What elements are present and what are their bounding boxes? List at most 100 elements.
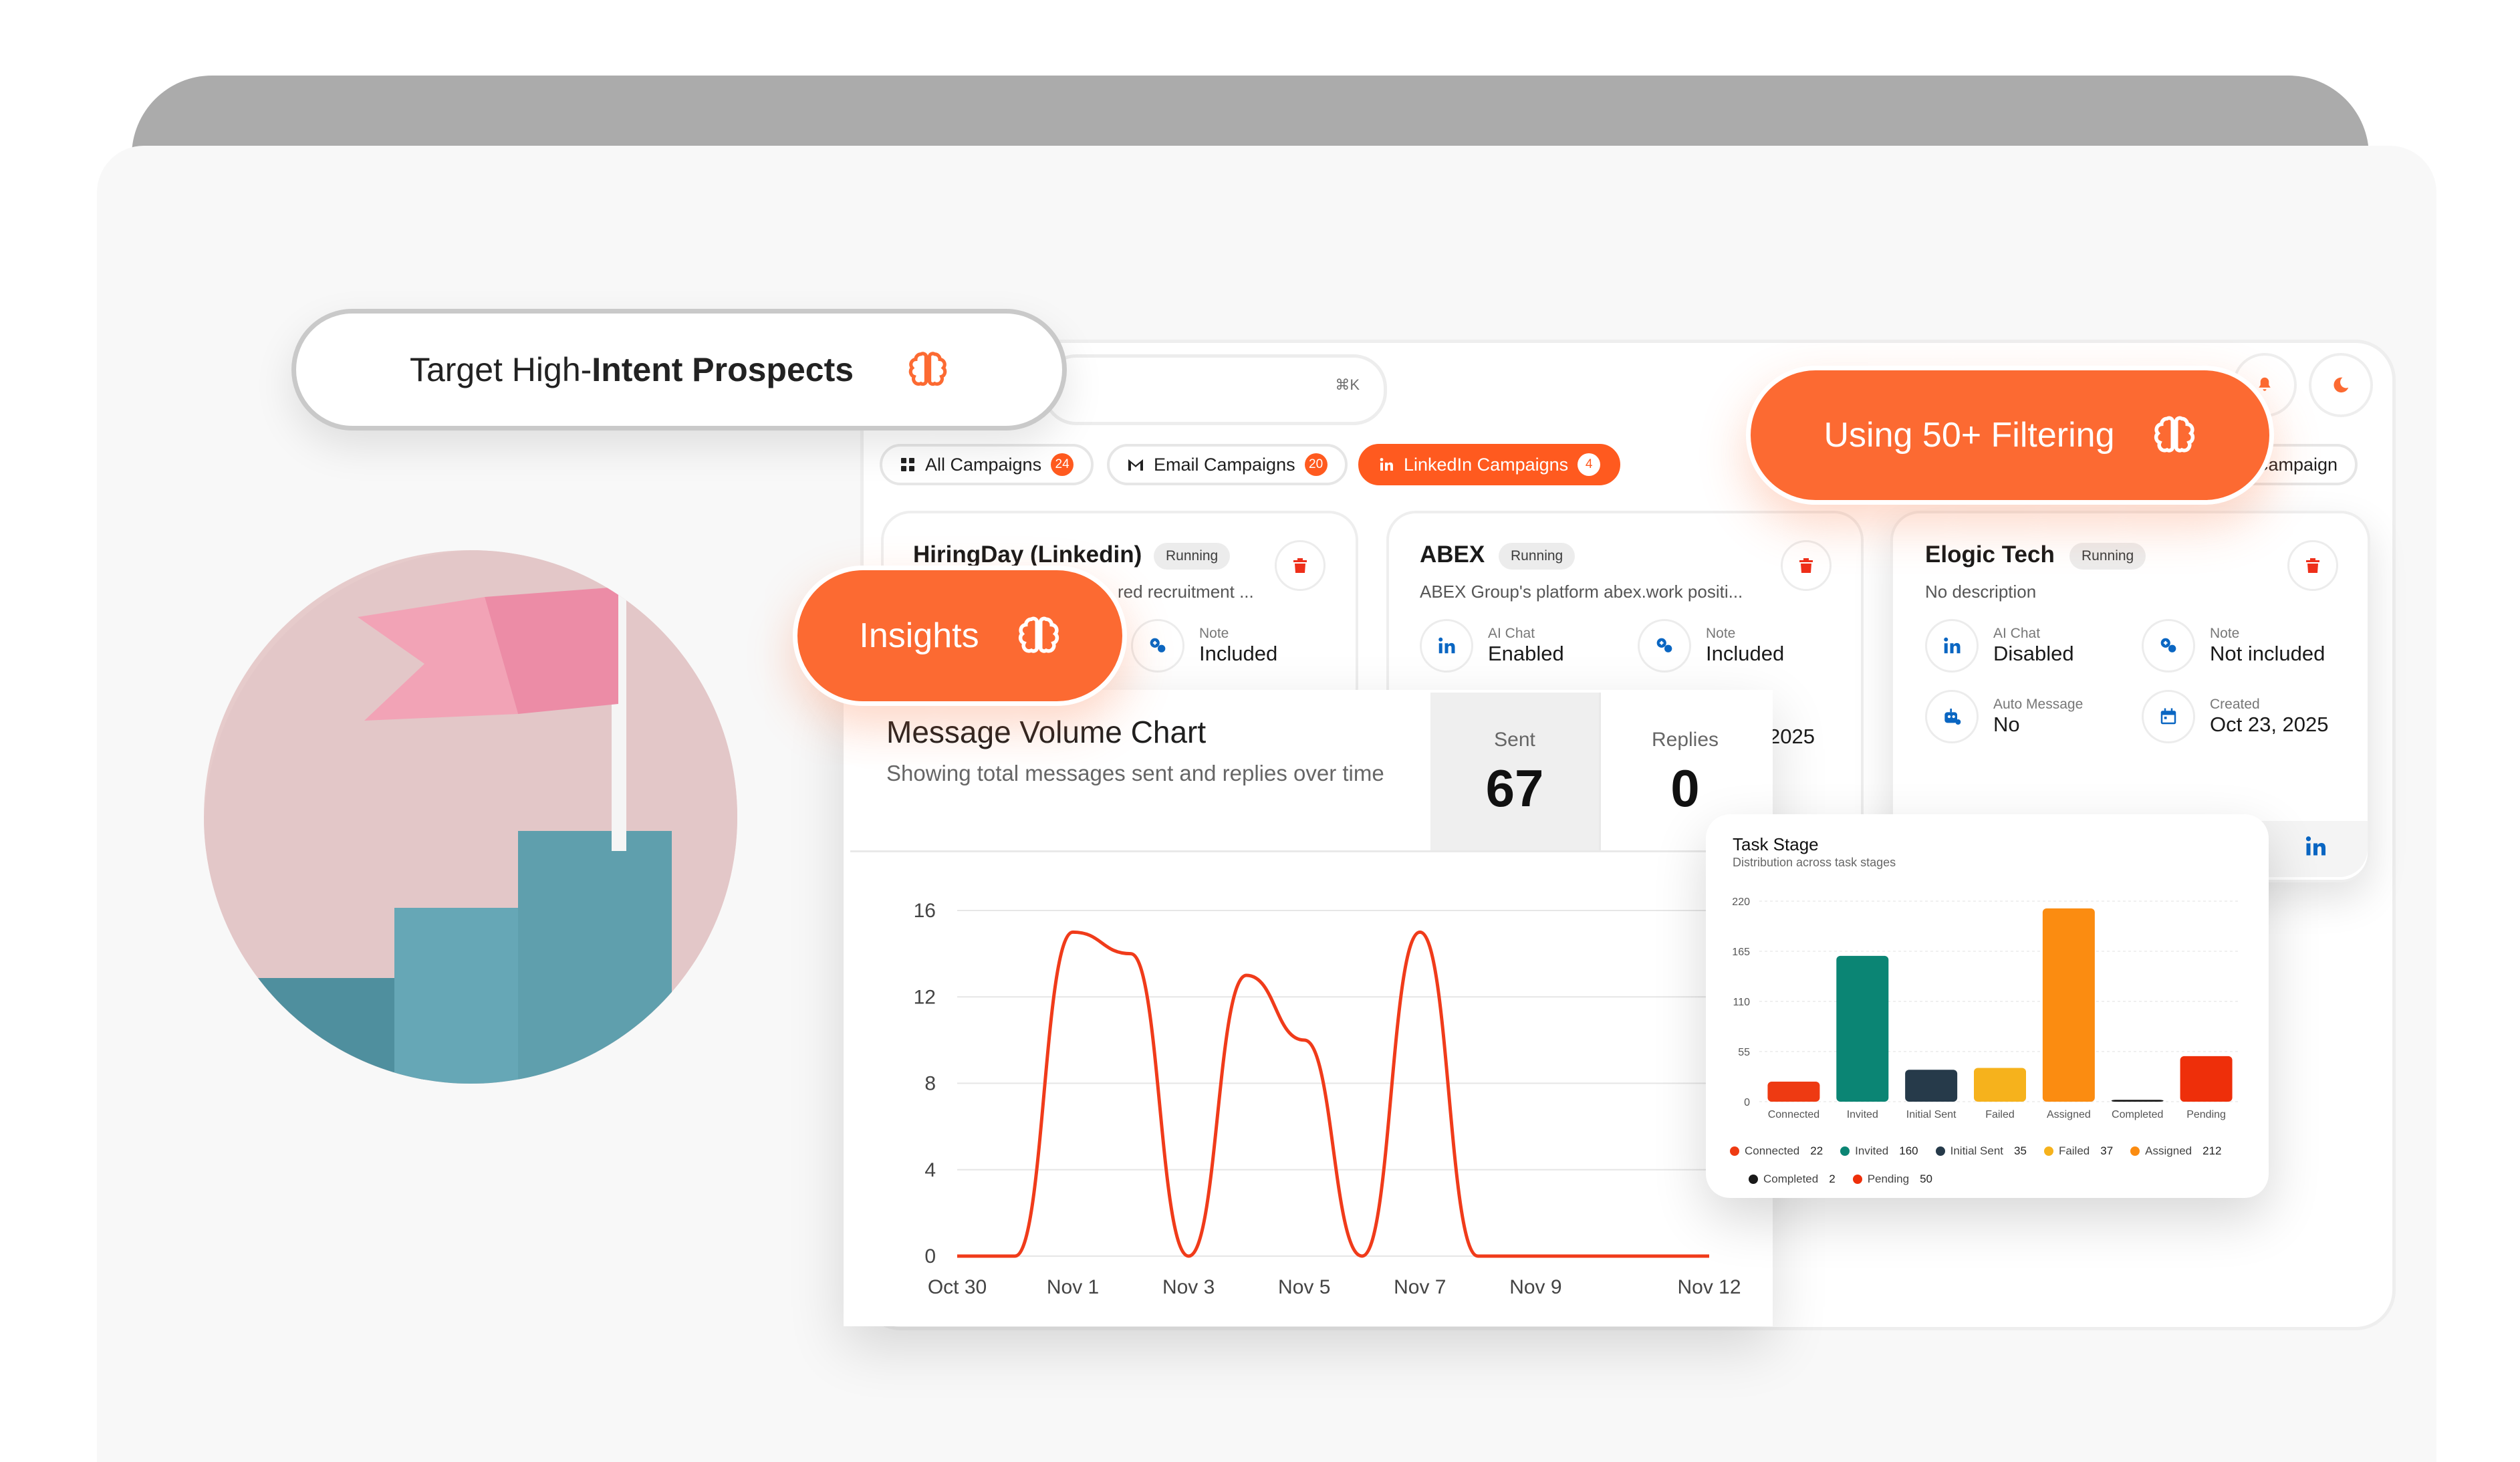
legend-item: Completed 2 bbox=[1749, 1173, 1836, 1186]
bar-connected bbox=[1767, 1082, 1820, 1102]
stat-label: Sent bbox=[1494, 729, 1535, 751]
delete-campaign-button[interactable] bbox=[1781, 540, 1832, 591]
campaign-name: ABEX bbox=[1420, 541, 1485, 568]
campaign-field: AI Chat Enabled bbox=[1420, 619, 1564, 673]
bell-icon bbox=[2259, 377, 2271, 391]
legend-value: 160 bbox=[1899, 1144, 1918, 1157]
task-stage-bar-chart: 0 55 110 165 220 Connected Invited Initial Sent… bbox=[1732, 896, 2241, 1120]
x-tick-label: Nov 5 bbox=[1278, 1276, 1330, 1298]
robot-icon bbox=[1925, 690, 1979, 743]
tab-label: LinkedIn Campaigns bbox=[1404, 454, 1569, 475]
moon-icon bbox=[2334, 377, 2349, 393]
legend-item: Connected 22 bbox=[1730, 1144, 1823, 1158]
stat-value: 67 bbox=[1485, 759, 1544, 818]
x-tick-label: Invited bbox=[1847, 1109, 1878, 1120]
filtering-callout: Using 50+ Filtering bbox=[1746, 366, 2274, 505]
field-key: Note bbox=[1706, 626, 1736, 641]
legend-label: Failed bbox=[2058, 1144, 2090, 1157]
insights-callout: Insights bbox=[793, 566, 1127, 706]
field-value: Included bbox=[1199, 642, 1278, 665]
tab-linkedin-campaigns[interactable]: LinkedIn Campaigns 4 bbox=[1358, 444, 1621, 485]
status-badge: Running bbox=[1154, 543, 1231, 570]
message-volume-chart-card: Message Volume Chart Showing total messa… bbox=[844, 690, 1773, 1326]
stat-label: Replies bbox=[1651, 729, 1719, 751]
field-value: Disabled bbox=[1993, 642, 2074, 665]
callout-text: Using 50+ Filtering bbox=[1823, 416, 2115, 455]
legend-label: Connected bbox=[1745, 1144, 1800, 1157]
legend-item: Invited 160 bbox=[1840, 1144, 1918, 1158]
messages-sent-line bbox=[957, 930, 1709, 1258]
legend-value: 212 bbox=[2202, 1144, 2222, 1157]
x-tick-label: Initial Sent bbox=[1906, 1109, 1957, 1120]
legend-item: Failed 37 bbox=[2043, 1144, 2113, 1158]
legend-swatch bbox=[1935, 1146, 1945, 1156]
campaign-field: Auto Message No bbox=[1925, 690, 2083, 743]
target-prospects-callout: Target High-Intent Prospects bbox=[291, 309, 1067, 431]
brain-icon bbox=[1018, 616, 1059, 653]
x-tick-label: Completed bbox=[2112, 1109, 2163, 1120]
legend-value: 50 bbox=[1920, 1173, 1932, 1185]
message-volume-line-chart: 0 4 8 12 16 Oct 30 Nov 1 Nov 3 Nov 5 Nov 7 Nov 9 No… bbox=[914, 900, 1741, 1298]
delete-campaign-button[interactable] bbox=[1275, 540, 1326, 591]
y-tick-label: 55 bbox=[1738, 1047, 1750, 1058]
campaign-field: Note Included bbox=[1131, 619, 1277, 673]
podium-flag-illustration bbox=[204, 550, 737, 1084]
chart-subtitle: Distribution across task stages bbox=[1733, 856, 1896, 869]
field-value: Included bbox=[1706, 642, 1785, 665]
calendar-icon bbox=[2142, 690, 2195, 743]
replies-stat: Replies 0 bbox=[1599, 693, 1769, 850]
field-key: Auto Message bbox=[1993, 697, 2084, 712]
legend-swatch bbox=[1749, 1175, 1758, 1184]
legend-label: Assigned bbox=[2145, 1144, 2192, 1157]
chart-title: Task Stage bbox=[1733, 834, 1819, 854]
tab-count-badge: 4 bbox=[1578, 453, 1601, 476]
campaign-field: AI Chat Disabled bbox=[1925, 619, 2074, 673]
legend-item: Pending 50 bbox=[1852, 1173, 1932, 1186]
campaign-field: Note Included bbox=[1638, 619, 1784, 673]
campaign-name: Elogic Tech bbox=[1925, 541, 2055, 568]
theme-toggle-button[interactable] bbox=[2309, 353, 2373, 417]
legend-label: Pending bbox=[1867, 1173, 1910, 1185]
y-tick-label: 4 bbox=[924, 1159, 936, 1181]
legend-label: Completed bbox=[1763, 1173, 1819, 1185]
bar-failed bbox=[1974, 1068, 2026, 1102]
linkedin-icon bbox=[2305, 836, 2325, 856]
tab-all-campaigns[interactable]: All Campaigns 24 bbox=[880, 444, 1094, 485]
legend-value: 2 bbox=[1829, 1173, 1836, 1185]
chart-title: Message Volume Chart bbox=[886, 715, 1207, 749]
tab-label: Email Campaigns bbox=[1154, 454, 1295, 475]
search-input[interactable]: ⌘K bbox=[1043, 354, 1387, 425]
delete-campaign-button[interactable] bbox=[2287, 540, 2338, 591]
y-tick-label: 8 bbox=[924, 1073, 936, 1095]
field-value: Enabled bbox=[1488, 642, 1564, 665]
x-tick-label: Nov 7 bbox=[1394, 1276, 1446, 1298]
chart-legend: Completed 2 Pending 50 bbox=[1749, 1173, 1932, 1186]
callout-text: Target High-Intent Prospects bbox=[409, 351, 854, 388]
legend-value: 22 bbox=[1810, 1144, 1823, 1157]
y-tick-label: 110 bbox=[1733, 997, 1750, 1008]
chart-subtitle: Showing total messages sent and replies … bbox=[886, 761, 1384, 785]
campaign-description: red recruitment ... bbox=[1118, 582, 1254, 602]
bar-completed bbox=[2111, 1100, 2164, 1102]
campaign-description: No description bbox=[1925, 582, 2037, 602]
campaign-description: ABEX Group's platform abex.work positi..… bbox=[1420, 582, 1743, 602]
y-tick-label: 12 bbox=[914, 986, 936, 1008]
tab-email-campaigns[interactable]: Email Campaigns 20 bbox=[1107, 444, 1348, 485]
legend-swatch bbox=[2130, 1146, 2140, 1156]
gmail-icon bbox=[1128, 459, 1143, 471]
search-shortcut: ⌘K bbox=[1335, 376, 1360, 393]
legend-swatch bbox=[2043, 1146, 2053, 1156]
created-date-fragment: 2025 bbox=[1769, 725, 1815, 748]
legend-swatch bbox=[1840, 1146, 1850, 1156]
legend-item: Assigned 212 bbox=[2130, 1144, 2221, 1158]
campaign-field: Note Not included bbox=[2142, 619, 2325, 673]
y-tick-label: 16 bbox=[914, 900, 936, 922]
legend-value: 35 bbox=[2014, 1144, 2027, 1157]
legend-label: Invited bbox=[1855, 1144, 1889, 1157]
trash-icon bbox=[1799, 558, 1813, 573]
x-tick-label: Nov 9 bbox=[1509, 1276, 1561, 1298]
field-key: AI Chat bbox=[1993, 626, 2041, 641]
x-tick-label: Connected bbox=[1768, 1109, 1819, 1120]
background-window-tab bbox=[132, 76, 2369, 156]
legend-label: Initial Sent bbox=[1950, 1144, 2004, 1157]
